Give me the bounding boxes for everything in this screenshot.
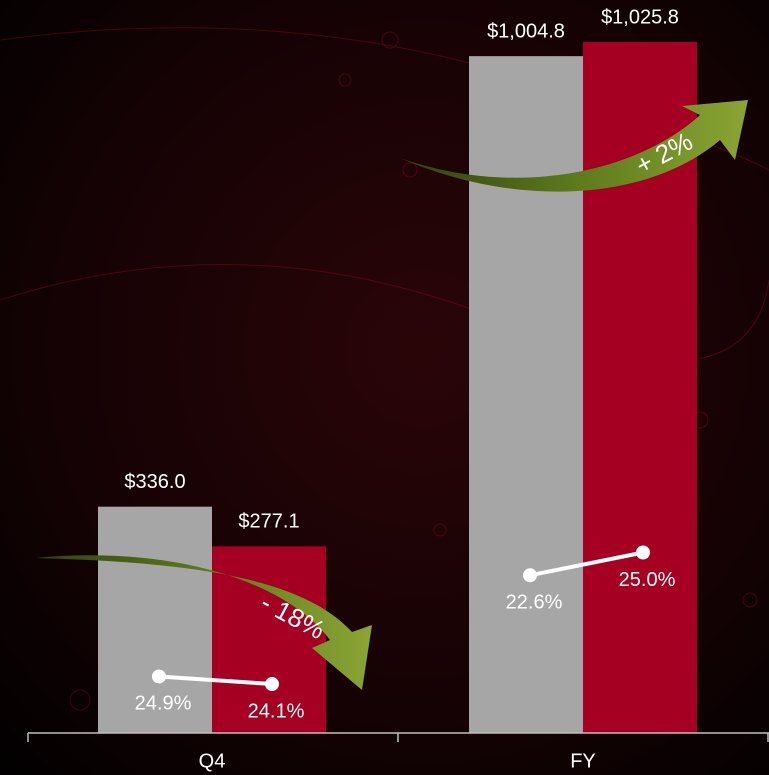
margin-overlay: 24.9% 24.1% 22.6% 25.0%: [135, 545, 676, 722]
x-tick-label: FY: [570, 750, 596, 772]
value-label: $336.0: [124, 471, 185, 493]
value-label: $1,004.8: [487, 20, 565, 42]
value-label: $1,025.8: [601, 6, 679, 28]
margin-connector: [529, 550, 644, 578]
bar: [98, 506, 212, 733]
margin-label: 24.9%: [135, 693, 192, 715]
margin-label: 24.1%: [248, 700, 305, 722]
margin-point: [523, 568, 537, 583]
margin-point: [265, 677, 279, 692]
margin-label: 25.0%: [619, 569, 676, 591]
bar: [212, 546, 326, 733]
margin-connector: [158, 674, 273, 687]
margin-point: [152, 669, 166, 684]
margin-label: 22.6%: [506, 592, 563, 614]
increase-arrow: [400, 100, 748, 192]
bar: [469, 56, 583, 733]
x-tick-label: Q4: [199, 750, 226, 772]
margin-point: [636, 545, 650, 560]
value-label: $277.1: [238, 511, 299, 533]
